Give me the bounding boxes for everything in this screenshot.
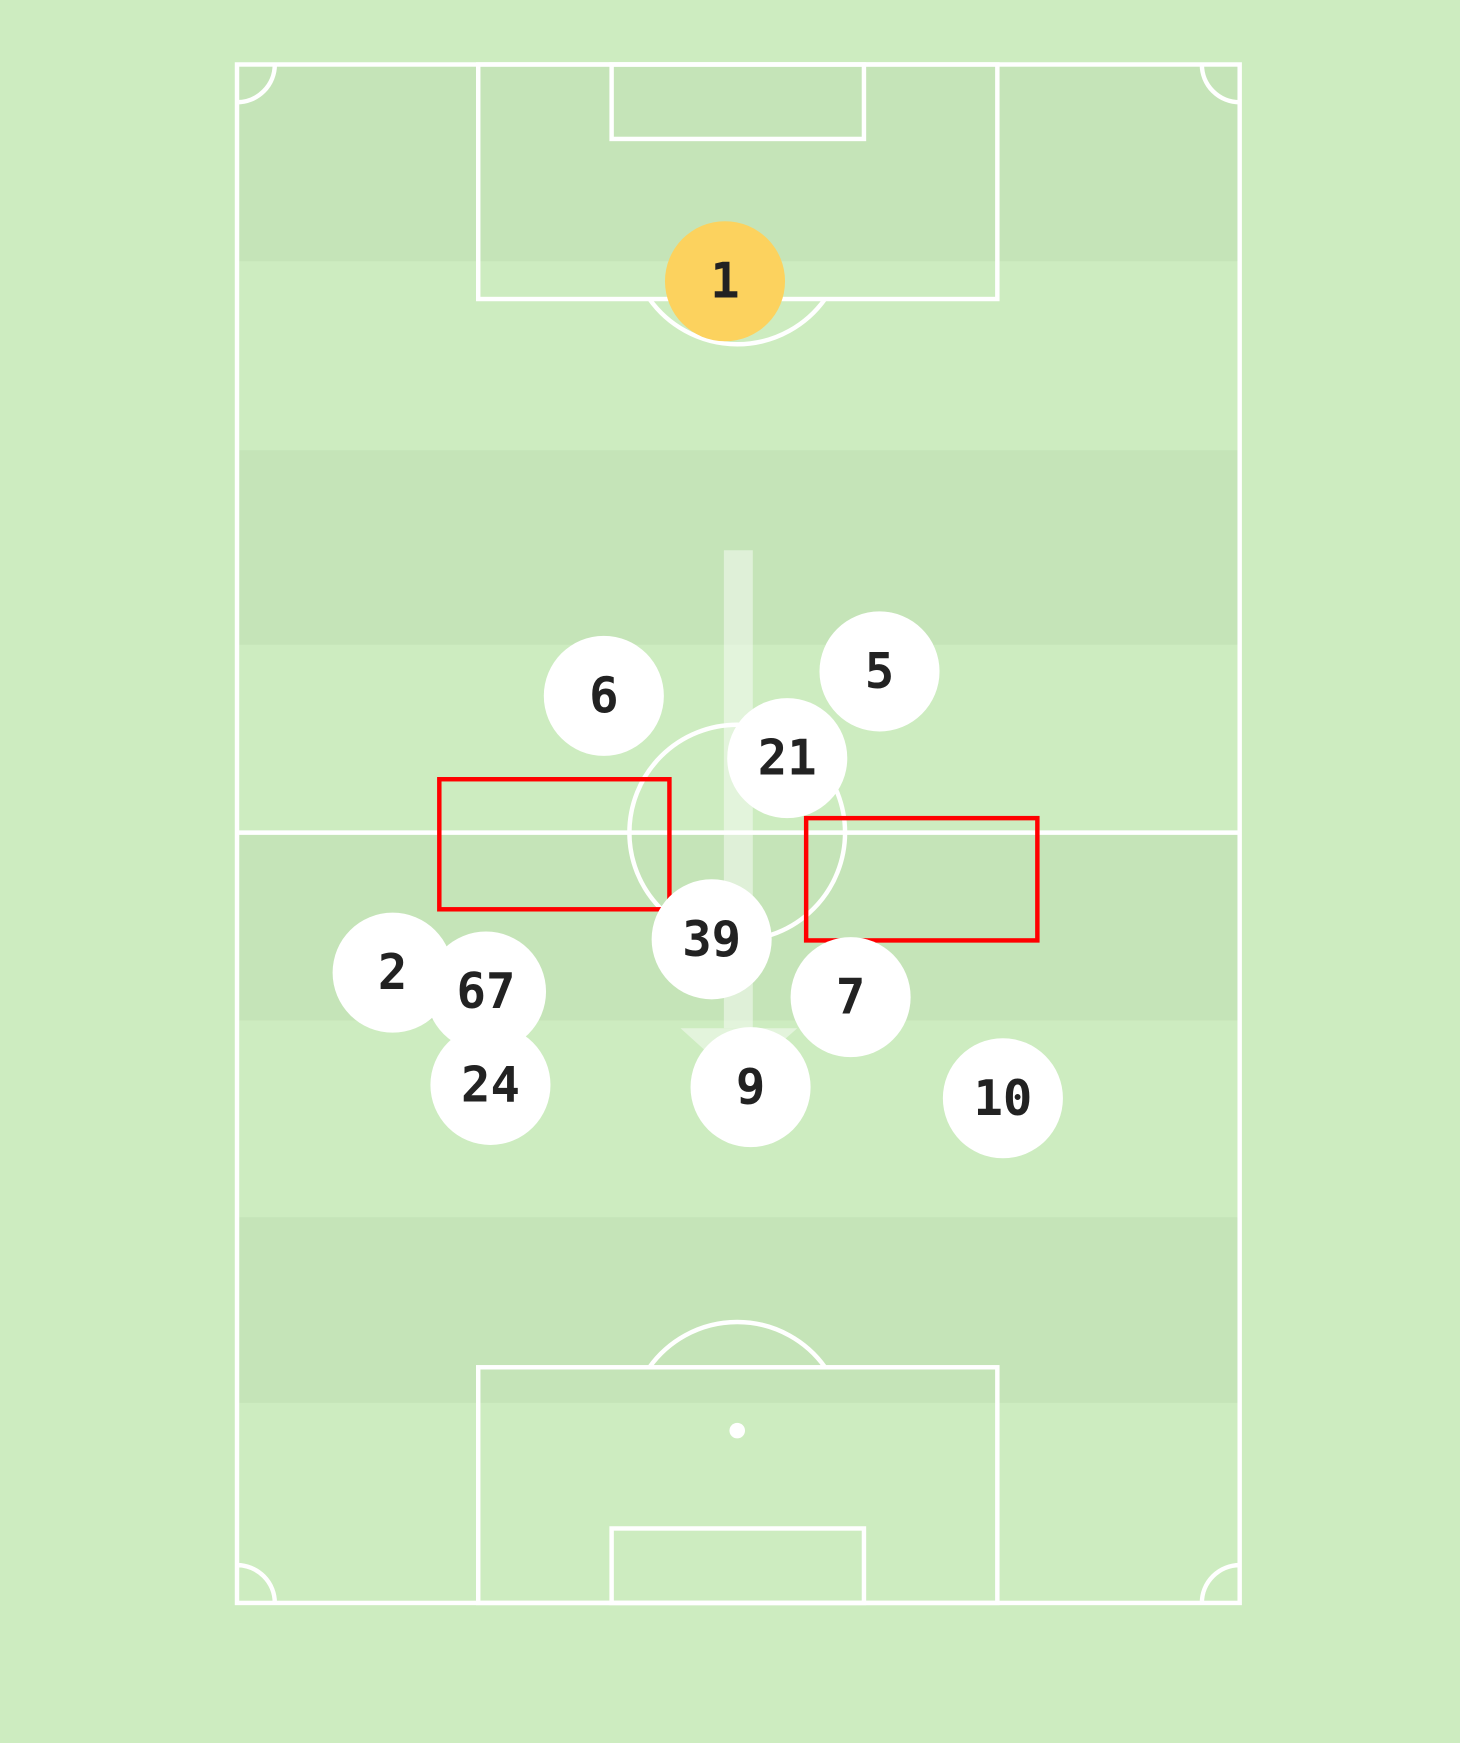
player-number: 10: [973, 1070, 1032, 1127]
player-circle: [727, 698, 848, 819]
bottom-penalty-arc: [647, 1319, 827, 1369]
corner-arc: [1199, 1562, 1240, 1604]
bottom-six-yard-box: [609, 1526, 867, 1606]
player-marker[interactable]: 39: [651, 879, 772, 1000]
pitch-stripes: [239, 66, 1238, 1403]
player-number: 39: [682, 911, 741, 968]
player-circle: [430, 1024, 551, 1145]
top-penalty-arc: [647, 297, 827, 347]
player-number: 7: [836, 969, 865, 1026]
player-marker[interactable]: 7: [790, 937, 911, 1058]
highlight-zone: [803, 815, 1040, 943]
player-number: 67: [457, 963, 516, 1020]
player-circle: [664, 221, 786, 342]
player-circle: [332, 912, 453, 1033]
player-circle: [790, 937, 911, 1058]
corner-arc: [236, 64, 278, 105]
player-number: 24: [461, 1056, 520, 1113]
player-marker[interactable]: 10: [942, 1038, 1063, 1159]
player-number: 1: [710, 253, 739, 310]
player-marker[interactable]: 21: [727, 698, 848, 819]
players: 1 6 5 21 2 24 67 39 9 7 10: [332, 221, 1063, 1159]
pitch-lines: [234, 62, 1242, 1606]
highlight-zone: [437, 777, 672, 912]
player-number: 2: [378, 944, 407, 1001]
player-number: 9: [736, 1059, 765, 1116]
player-marker[interactable]: 24: [430, 1024, 551, 1145]
penalty-spot: [729, 1422, 746, 1439]
player-circle: [651, 879, 772, 1000]
corner-arc: [1199, 64, 1240, 105]
player-marker[interactable]: 5: [819, 611, 940, 732]
highlight-zones: [437, 777, 1040, 943]
corner-arc: [236, 1562, 278, 1604]
player-marker[interactable]: 2: [332, 912, 453, 1033]
player-marker[interactable]: 9: [690, 1027, 811, 1148]
player-number: 6: [589, 667, 618, 724]
top-six-yard-box: [609, 62, 867, 142]
player-circle: [942, 1038, 1063, 1159]
player-circle: [819, 611, 940, 732]
player-number: 21: [758, 730, 817, 787]
player-circle: [543, 635, 664, 756]
player-circle: [425, 931, 547, 1052]
goalkeeper-marker[interactable]: 1: [664, 221, 786, 342]
player-number: 5: [865, 643, 894, 700]
player-circle: [690, 1027, 811, 1148]
player-marker[interactable]: 6: [543, 635, 664, 756]
player-marker[interactable]: 67: [425, 931, 547, 1052]
